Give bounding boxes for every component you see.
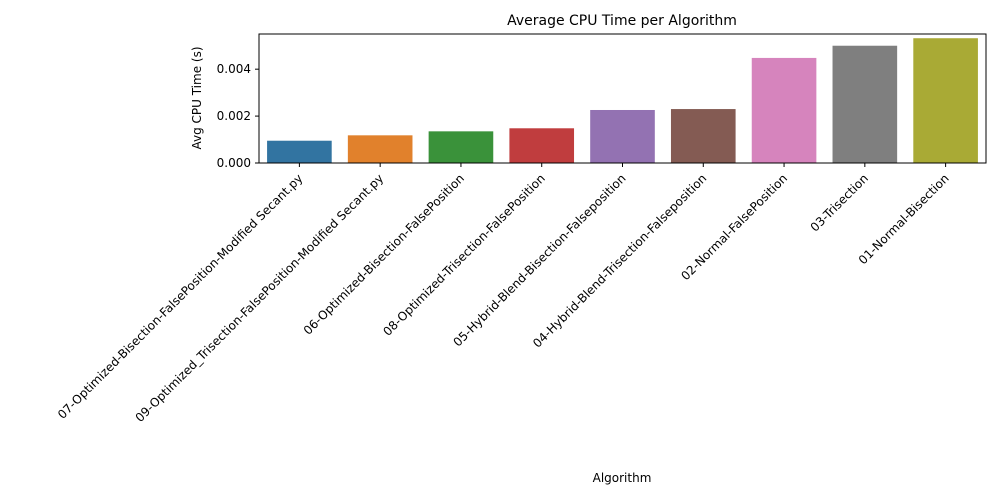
x-tick-label: 06-Optimized-Bisection-FalsePosition xyxy=(301,171,467,337)
x-tick-label: 03-Trisection xyxy=(808,171,871,234)
x-axis-label: Algorithm xyxy=(593,471,652,485)
y-tick-label: 0.004 xyxy=(217,62,251,76)
x-tick-label: 04-Hybrid-Blend-Trisection-Falseposition xyxy=(530,171,709,350)
x-tick-label: 05-Hybrid-Blend-Bisection-Falseposition xyxy=(450,171,628,349)
bar-4 xyxy=(509,128,575,163)
bar-3 xyxy=(428,131,494,163)
bar-7 xyxy=(751,57,817,163)
x-tick-label: 08-Optimized-Trisection-FalsePosition xyxy=(380,171,547,338)
bar-1 xyxy=(267,140,332,163)
plot-area-frame xyxy=(258,33,987,164)
y-axis-label: Avg CPU Time (s) xyxy=(190,46,204,149)
bar-8 xyxy=(832,45,898,163)
bar-5 xyxy=(590,109,655,163)
bar-6 xyxy=(670,109,736,163)
x-tick-label: 01-Normal-Bisection xyxy=(856,171,952,267)
y-tick-label: 0.000 xyxy=(217,156,251,170)
bar-2 xyxy=(347,135,413,163)
bar-9 xyxy=(913,38,978,163)
chart-title: Average CPU Time per Algorithm xyxy=(507,13,737,29)
y-tick-label: 0.002 xyxy=(217,109,251,123)
